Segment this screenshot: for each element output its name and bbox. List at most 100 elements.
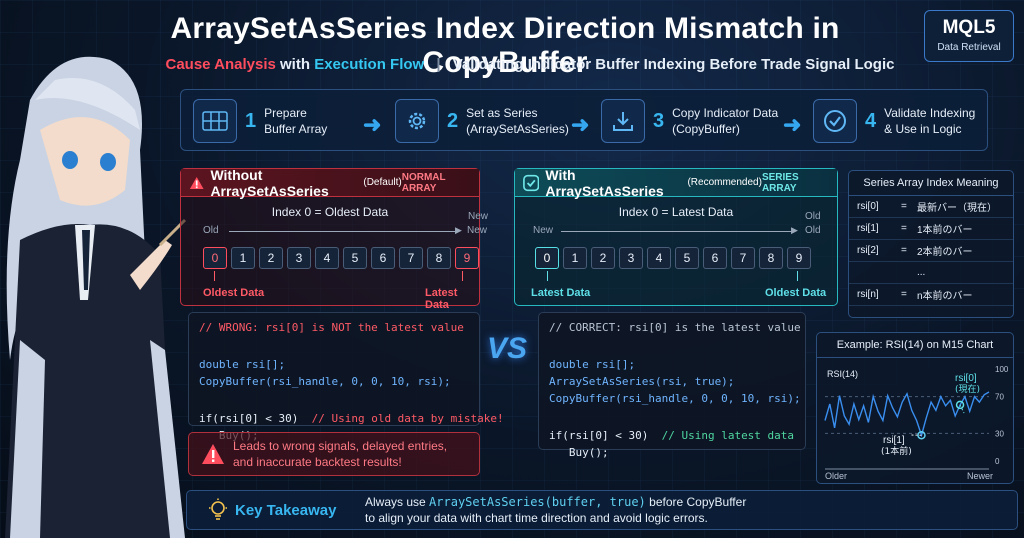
gear-icon: [395, 99, 439, 143]
caption-latest: Latest Data: [531, 287, 591, 299]
caption-oldest: Oldest Data: [203, 287, 265, 299]
x-label-left: Older: [825, 471, 847, 481]
rsi1-sublabel: (1本前): [881, 445, 912, 457]
table-cell: =: [901, 289, 907, 300]
new-label: New: [533, 225, 554, 236]
array-cell: 2: [591, 247, 615, 269]
panel-title-small: (Recommended): [687, 177, 762, 188]
index-note: Index 0 = Latest Data: [618, 205, 734, 219]
old-label-top: Old: [805, 211, 821, 222]
array-cell: 1: [563, 247, 587, 269]
array-cell: 1: [231, 247, 255, 269]
warning-icon: [189, 176, 204, 189]
code-line: Buy();: [568, 446, 609, 459]
warning-text: Leads to wrong signals, delayed entries,: [233, 439, 448, 453]
flow-step-4: 4 Validate Indexing & Use in Logic: [813, 98, 975, 144]
array-type-tag: SERIES ARRAY: [761, 171, 799, 194]
flow-step-number: 1: [245, 109, 257, 132]
table-cell: ...: [917, 267, 926, 278]
takeaway-code: ArraySetAsSeries(buffer, true): [429, 495, 646, 509]
pointer-line: [462, 271, 463, 281]
axis-arrow-icon: ▶: [455, 225, 462, 235]
panel-header: Without ArraySetAsSeries (Default) NORMA…: [181, 166, 479, 199]
table-cell: =: [901, 245, 907, 256]
code-comment: // WRONG: rsi[0] is NOT the latest value: [199, 321, 464, 334]
rsi0-marker: [955, 400, 965, 410]
table-row: rsi[0] = 最新バー（現在）: [849, 196, 1013, 218]
flow-step-label: (ArraySetAsSeries): [466, 122, 569, 136]
code-line: if(rsi[0] < 30): [199, 412, 299, 425]
array-cell: 9: [455, 247, 479, 269]
panel-header: With ArraySetAsSeries (Recommended) SERI…: [515, 167, 837, 199]
flow-step-label: & Use in Logic: [884, 122, 962, 136]
flow-step-3: 3 Copy Indicator Data (CopyBuffer): [601, 98, 778, 144]
rsi0-sublabel: (現在): [955, 383, 980, 395]
page-subtitle: Cause Analysis with Execution Flow | Val…: [150, 56, 910, 73]
table-cell: rsi[n]: [857, 289, 879, 300]
pointer-line: [214, 271, 215, 281]
execution-flow: 1 Prepare Buffer Array ➜ 2 Set as Series (…: [180, 89, 988, 151]
array-cell: 7: [399, 247, 423, 269]
warning-icon: [202, 444, 224, 464]
y-tick-label: 30: [995, 429, 1004, 438]
array-cell: 6: [703, 247, 727, 269]
array-cell: 7: [731, 247, 755, 269]
array-cell: 3: [287, 247, 311, 269]
subtitle-rest: Validating Indicator Buffer Indexing Bef…: [452, 56, 895, 73]
flow-step-number: 4: [865, 109, 877, 132]
panel-title: Without ArraySetAsSeries: [210, 166, 329, 199]
table-cell: 1本前のバー: [917, 225, 973, 236]
pointer-line: [547, 271, 548, 281]
array-cell: 4: [315, 247, 339, 269]
flow-step-label: (CopyBuffer): [672, 122, 740, 136]
x-label-right: Newer: [967, 471, 993, 481]
code-line: CopyBuffer(rsi_handle, 0, 0, 10, rsi);: [549, 392, 801, 405]
subtitle-cause: Cause Analysis: [165, 56, 276, 73]
table-row: rsi[n] = n本前のバー: [849, 284, 1013, 306]
array-cell: 8: [427, 247, 451, 269]
code-comment: // Using latest data: [661, 429, 795, 442]
new-label: New: [467, 225, 488, 236]
array-cell: 8: [759, 247, 783, 269]
mql5-badge: MQL5 Data Retrieval: [924, 10, 1014, 62]
table-row: rsi[1] = 1本前のバー: [849, 218, 1013, 240]
key-takeaway: Key Takeaway Always use ArraySetAsSeries…: [186, 490, 1018, 530]
takeaway-text: Always use: [365, 495, 426, 509]
flow-step-1: 1 Prepare Buffer Array: [193, 98, 327, 144]
table-cell: =: [901, 201, 907, 212]
table-cell: rsi[1]: [857, 223, 879, 234]
array-cell: 2: [259, 247, 283, 269]
flow-step-2: 2 Set as Series (ArraySetAsSeries): [395, 98, 569, 144]
table-cell: 2本前のバー: [917, 247, 973, 258]
series-array-panel: With ArraySetAsSeries (Recommended) SERI…: [514, 167, 838, 306]
warning-box: Leads to wrong signals, delayed entries,…: [188, 432, 480, 476]
y-tick-label: 0: [995, 457, 1000, 466]
flow-step-label: Validate Indexing: [884, 106, 976, 120]
table-cell: 最新バー（現在）: [917, 203, 997, 214]
rsi-line: [824, 391, 990, 438]
table-cell: =: [901, 223, 907, 234]
direction-axis: [561, 231, 793, 232]
array-cell: 6: [371, 247, 395, 269]
normal-array-panel: Without ArraySetAsSeries (Default) NORMA…: [180, 166, 488, 311]
old-label: Old: [203, 225, 219, 236]
warning-text: and inaccurate backtest results!: [233, 455, 402, 469]
check-square-icon: [523, 174, 540, 191]
table-row: rsi[2] = 2本前のバー: [849, 240, 1013, 262]
code-line: ArraySetAsSeries(rsi, true);: [549, 375, 735, 388]
subtitle-with: with: [280, 56, 311, 73]
rsi1-marker: [917, 430, 926, 440]
caption-oldest: Oldest Data: [765, 287, 827, 299]
rsi0-label: rsi[0]: [955, 373, 977, 384]
flow-step-label: Buffer Array: [264, 122, 328, 136]
array-cell: 9: [787, 247, 811, 269]
code-line: double rsi[];: [549, 358, 636, 371]
flow-step-label: Copy Indicator Data: [672, 106, 779, 120]
takeaway-label: Key Takeaway: [235, 501, 337, 519]
array-cell: 4: [647, 247, 671, 269]
grid-icon: [193, 99, 237, 143]
flow-step-number: 3: [653, 109, 665, 132]
page-title: ArraySetAsSeries Index Direction Mismatc…: [170, 12, 840, 79]
arrow-right-icon: ➜: [783, 112, 802, 137]
